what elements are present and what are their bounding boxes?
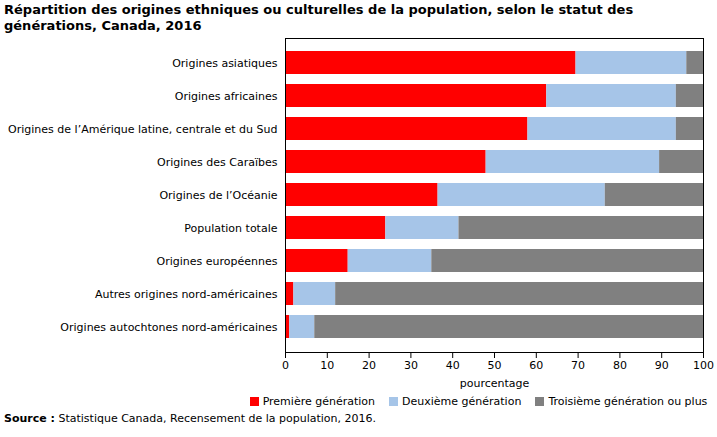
svg-text:50: 50 [488,359,502,372]
html-text:Troisième génération ou plus: Troisième génération ou plus [548,394,708,408]
svg-text:10: 10 [320,359,334,372]
svg-text:pourcentage: pourcentage [460,377,530,390]
html-text:Répartition des origines ethni: Répartition des origines ethniques ou cu… [4,2,634,33]
svg-text:Origines autochtones nord-amér: Origines autochtones nord-américaines [60,321,277,334]
svg-text:Population totale: Population totale [184,222,277,235]
svg-text:90: 90 [655,359,669,372]
html-text:Première génération: Première génération [262,394,375,408]
html-text:Deuxième génération: Deuxième génération [402,394,522,408]
html-text:Source : Statistique Canada, R: Source : Statistique Canada, Recensement… [4,412,377,425]
svg-text:20: 20 [362,359,376,372]
svg-text:100: 100 [693,359,714,372]
svg-text:70: 70 [571,359,585,372]
svg-text:30: 30 [404,359,418,372]
svg-text:Origines asiatiques: Origines asiatiques [172,57,278,70]
svg-text:Origines européennes: Origines européennes [157,255,278,268]
svg-text:60: 60 [529,359,543,372]
svg-text:Origines de l’Amérique latine,: Origines de l’Amérique latine, centrale … [8,123,277,136]
svg-text:Origines des Caraïbes: Origines des Caraïbes [157,156,278,169]
svg-text:40: 40 [446,359,460,372]
svg-text:80: 80 [613,359,627,372]
svg-text:Origines de l’Océanie: Origines de l’Océanie [159,189,277,202]
svg-text:0: 0 [282,359,289,372]
svg-text:Autres origines nord-américain: Autres origines nord-américaines [95,288,278,301]
svg-text:Origines africaines: Origines africaines [175,90,278,103]
